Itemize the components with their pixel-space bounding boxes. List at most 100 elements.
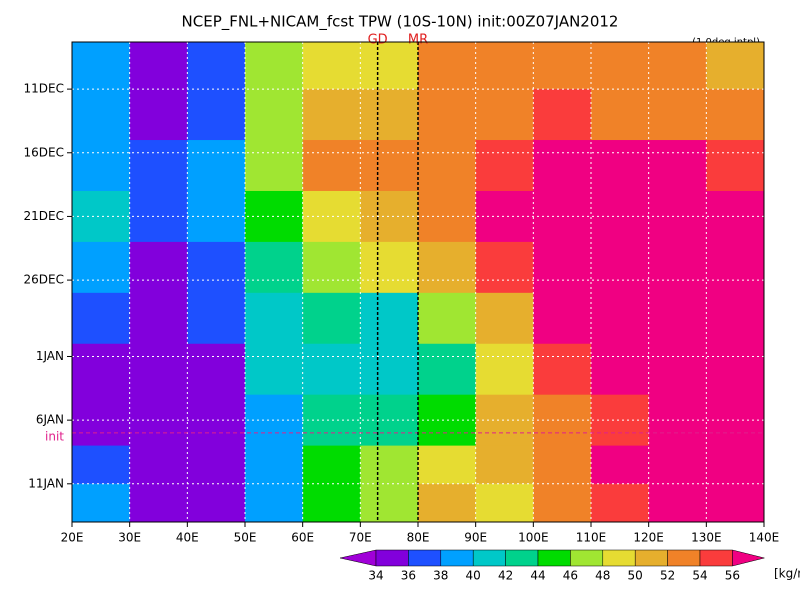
heat-cell [648, 140, 707, 192]
heat-cell [72, 190, 131, 243]
heat-cell [129, 241, 188, 294]
y-tick-label: 11DEC [24, 82, 64, 96]
heat-cell [475, 42, 534, 90]
heat-cell [72, 394, 131, 447]
heat-cell [475, 445, 534, 485]
heat-cell [475, 140, 534, 192]
colorbar-swatch [667, 549, 701, 567]
heat-cell [591, 190, 650, 243]
heat-cell [533, 89, 592, 141]
heat-cell [418, 483, 477, 523]
colorbar-label: 56 [725, 569, 740, 583]
heat-cell [129, 42, 188, 90]
heat-cell [475, 483, 534, 523]
heat-cell [302, 89, 361, 141]
marker-label: MR [408, 33, 428, 48]
x-tick-label: 70E [349, 531, 372, 545]
heat-cell [533, 241, 592, 294]
colorbar-label: 50 [628, 569, 643, 583]
heat-cell [245, 89, 304, 141]
colorbar-label: 46 [563, 569, 578, 583]
heat-cell [187, 140, 246, 192]
heat-cell [302, 292, 361, 345]
heat-cell [533, 42, 592, 90]
heat-cell [129, 483, 188, 523]
heat-cell [245, 343, 304, 396]
heat-cell [706, 140, 765, 192]
heat-cell [706, 89, 765, 141]
heat-cell [591, 445, 650, 485]
heat-cell [706, 241, 765, 294]
heat-cell [245, 42, 304, 90]
heat-cell [360, 42, 419, 90]
heat-cell [706, 394, 765, 447]
heat-cell [533, 292, 592, 345]
heat-cell [648, 445, 707, 485]
colorbar-swatch [570, 549, 604, 567]
plot-frame [71, 41, 765, 523]
colorbar-swatch [732, 549, 765, 567]
heat-cell [648, 343, 707, 396]
colorbar-swatch [339, 549, 377, 567]
heat-cell [129, 292, 188, 345]
heat-cell [360, 89, 419, 141]
x-tick-label: 40E [176, 531, 199, 545]
colorbar-label: 52 [660, 569, 675, 583]
heat-cell [187, 394, 246, 447]
colorbar-swatch [440, 549, 474, 567]
colorbar-swatch [699, 549, 733, 567]
colorbar-label: 36 [401, 569, 416, 583]
heat-cell [706, 292, 765, 345]
heat-cell [72, 42, 131, 90]
colorbar-swatch [375, 549, 409, 567]
y-tick-label: 26DEC [24, 273, 64, 287]
unit-label: [kg/m²] [774, 567, 800, 581]
heat-cell [706, 190, 765, 243]
heat-cell [72, 292, 131, 345]
heat-cell [706, 445, 765, 485]
heat-cell [360, 241, 419, 294]
heat-cell [418, 241, 477, 294]
heat-cell [129, 445, 188, 485]
colorbar-label: 34 [368, 569, 383, 583]
heat-cell [475, 89, 534, 141]
heat-cell [360, 140, 419, 192]
heat-cell [245, 483, 304, 523]
heat-cell [591, 42, 650, 90]
heat-cell [591, 483, 650, 523]
heat-cell [360, 445, 419, 485]
heat-cell [418, 89, 477, 141]
colorbar-swatch [537, 549, 571, 567]
heat-cell [245, 140, 304, 192]
x-tick-label: 110E [576, 531, 607, 545]
heat-cell [591, 140, 650, 192]
colorbar-label: 48 [595, 569, 610, 583]
x-tick-label: 80E [407, 531, 430, 545]
colorbar-swatch [634, 549, 668, 567]
heat-cell [591, 343, 650, 396]
heat-cell [360, 292, 419, 345]
heat-cell [360, 394, 419, 447]
colorbar-label: 44 [530, 569, 545, 583]
heat-cell [475, 394, 534, 447]
heat-cell [706, 483, 765, 523]
heat-cell [72, 241, 131, 294]
heat-cell [129, 140, 188, 192]
heat-cell [648, 42, 707, 90]
heat-cell [187, 89, 246, 141]
heat-cell [533, 483, 592, 523]
x-tick-label: 20E [61, 531, 84, 545]
heat-cell [706, 343, 765, 396]
colorbar-swatch [602, 549, 636, 567]
heat-cell [187, 190, 246, 243]
x-tick-label: 130E [691, 531, 722, 545]
chart-title: NCEP_FNL+NICAM_fcst TPW (10S-10N) init:0… [182, 13, 619, 32]
y-tick-label: 11JAN [28, 476, 64, 490]
x-tick-label: 90E [464, 531, 487, 545]
colorbar-label: 54 [692, 569, 707, 583]
heat-cell [245, 292, 304, 345]
x-tick-label: 50E [234, 531, 257, 545]
heat-cell [72, 89, 131, 141]
heat-cell [475, 190, 534, 243]
heat-cell [72, 343, 131, 396]
